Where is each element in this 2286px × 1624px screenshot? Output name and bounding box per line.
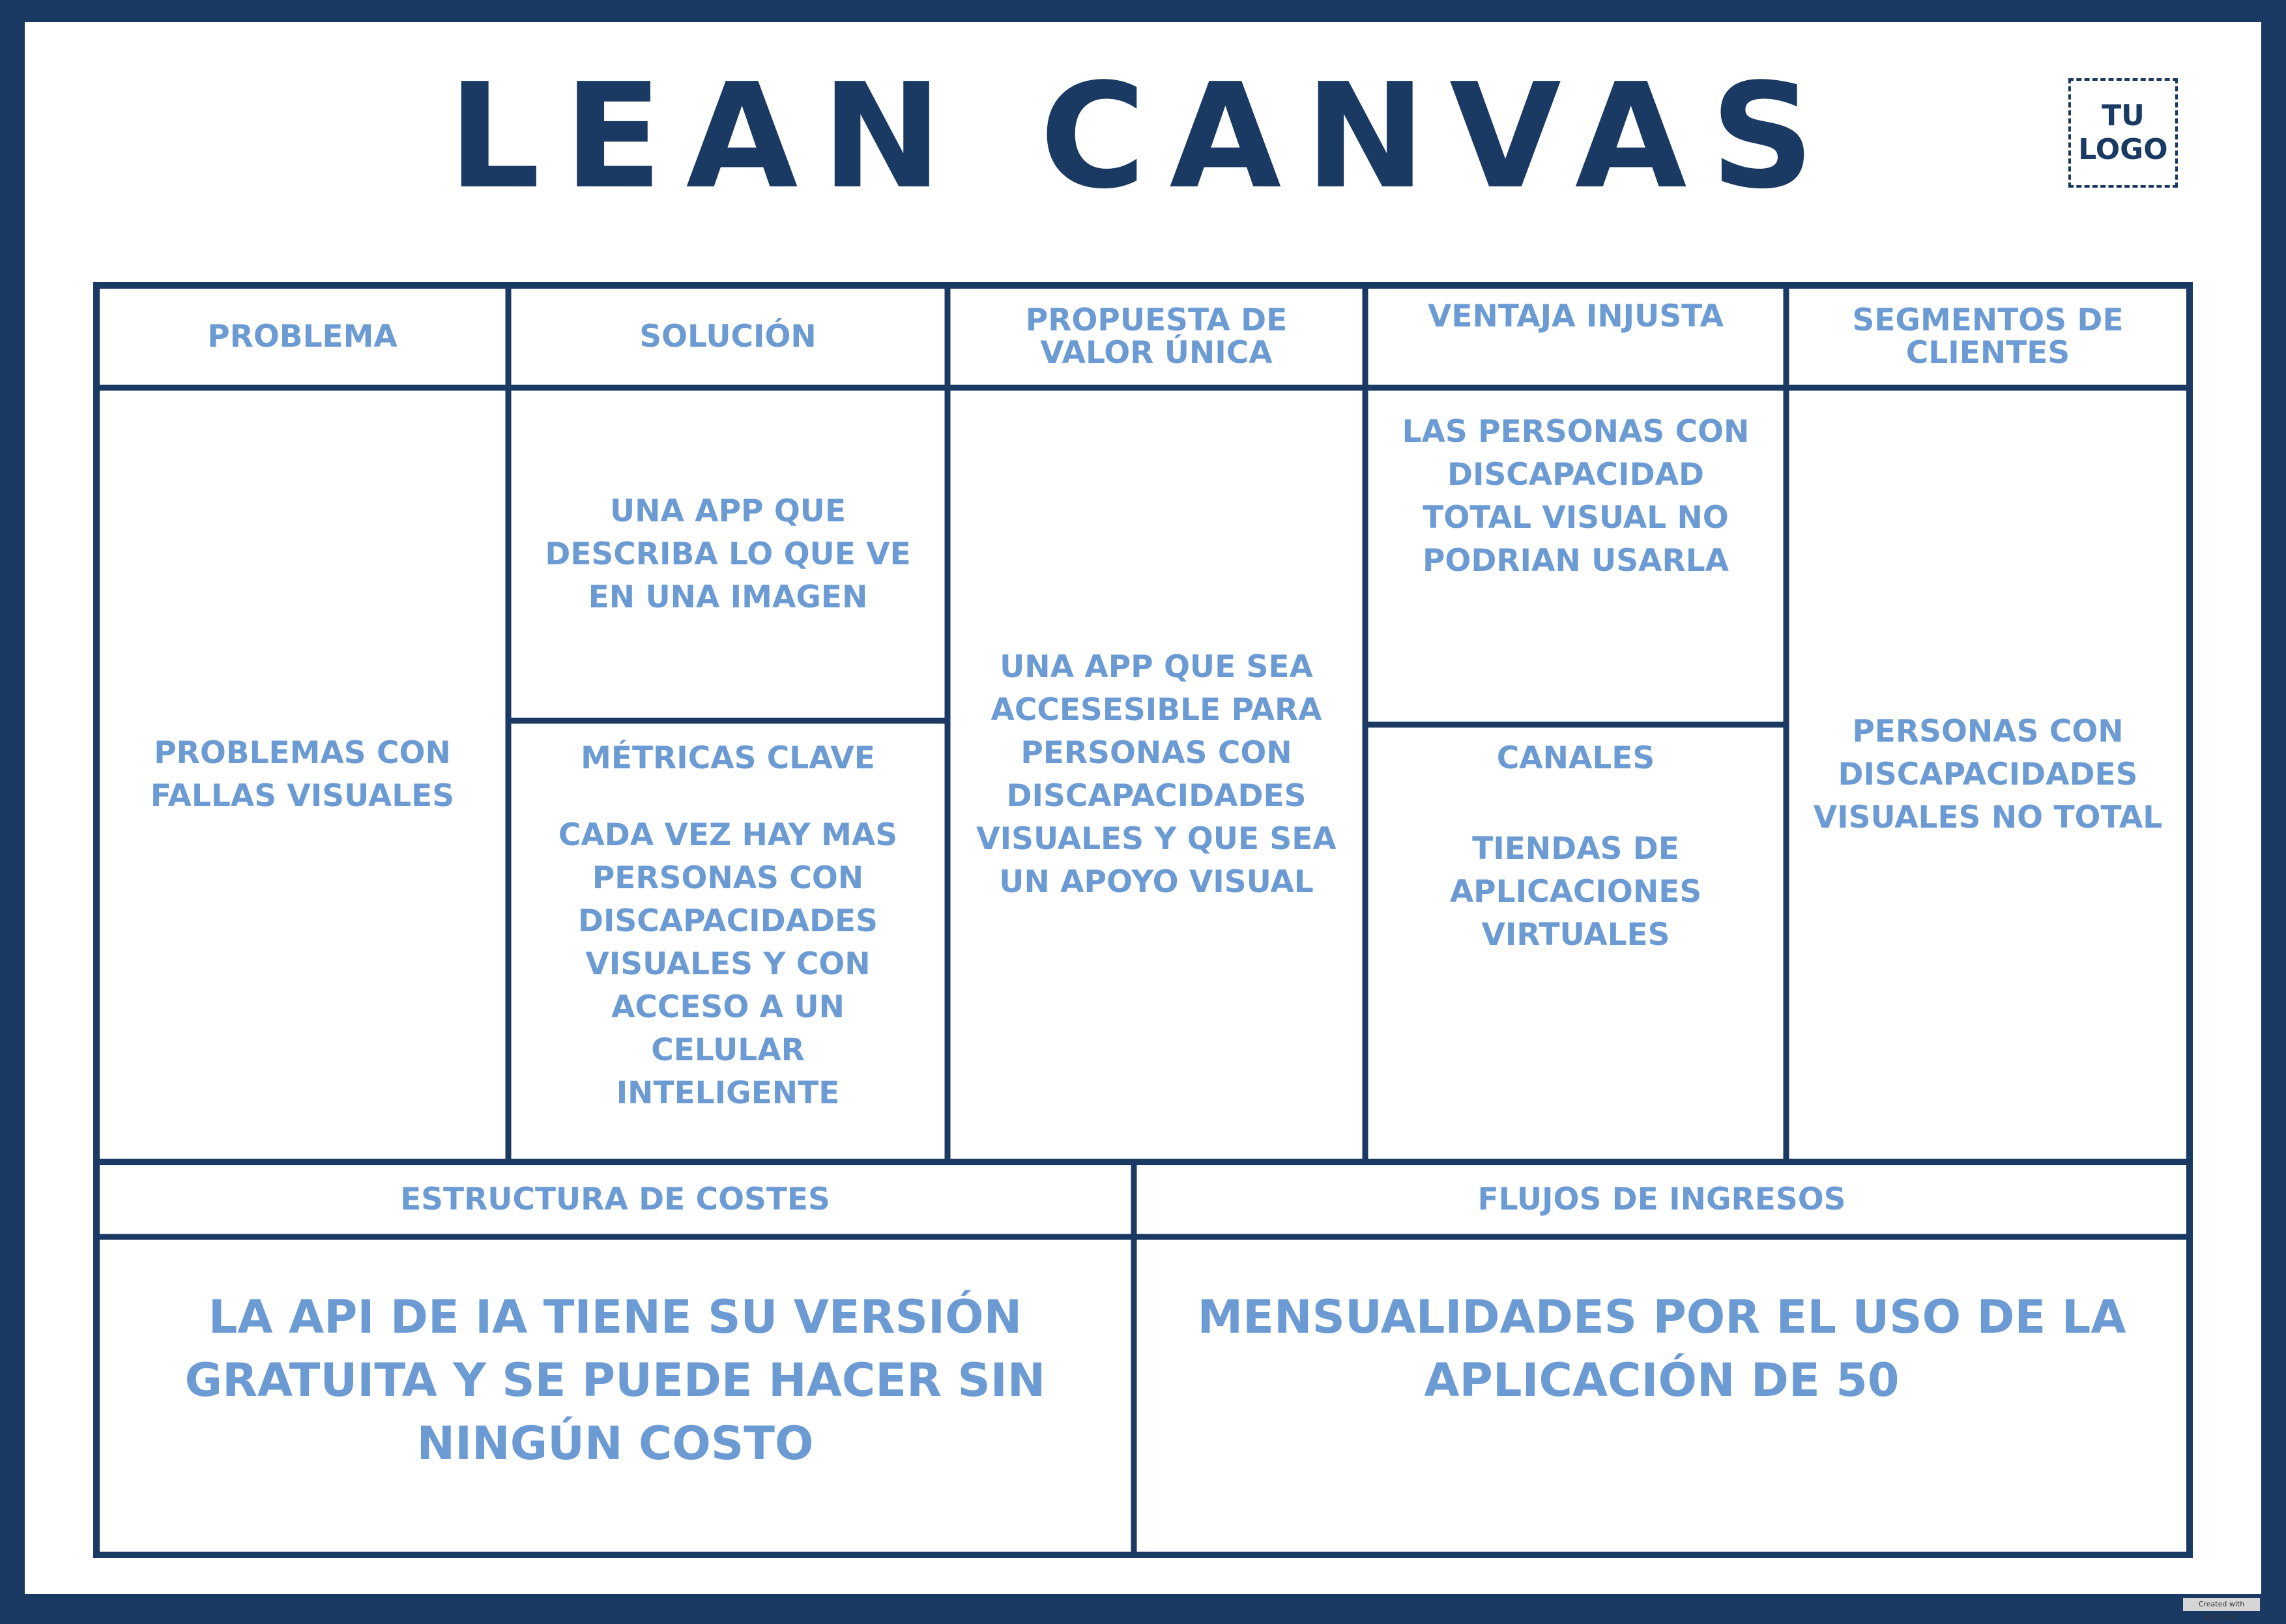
segmentos-header: SEGMENTOS DE CLIENTES [1852,302,2124,371]
ingresos-header: FLUJOS DE INGRESOS [1477,1181,1846,1217]
solucion-body: UNA APP QUE DESCRIBA LO QUE VE EN UNA IM… [545,493,911,615]
costes-body: LA API DE IA TIENE SU VERSIÓN GRATUITA Y… [184,1290,1046,1470]
propuesta-header: PROPUESTA DE VALOR ÚNICA [1025,302,1288,371]
segmentos-body: PERSONAS CON DISCAPACIDADES VISUALES NO … [1813,714,2163,835]
metricas-header: MÉTRICAS CLAVE [581,740,875,776]
problema-header: PROBLEMA [207,318,398,355]
page-title: LEAN CANVAS [448,53,1838,221]
watermark: Created with EDIT.org [2183,1598,2260,1621]
canales-body: TIENDAS DE APLICACIONES VIRTUALES [1449,831,1702,953]
propuesta-body: UNA APP QUE SEA ACCESESIBLE PARA PERSONA… [976,649,1337,900]
costes-header: ESTRUCTURA DE COSTES [400,1181,830,1217]
solucion-header: SOLUCIÓN [639,318,817,355]
ventaja-body: LAS PERSONAS CON DISCAPACIDAD TOTAL VISU… [1402,414,1750,579]
ventaja-header: VENTAJA INJUSTA [1428,298,1724,334]
logo-line-1: TU [2102,99,2145,132]
canales-header: CANALES [1496,740,1655,776]
logo-placeholder: TU LOGO [2068,78,2178,188]
problema-body: PROBLEMAS CON FALLAS VISUALES [150,735,455,814]
metricas-body: CADA VEZ HAY MAS PERSONAS CON DISCAPACID… [558,817,898,1111]
logo-line-2: LOGO [2078,133,2168,166]
ingresos-body: MENSUALIDADES POR EL USO DE LA APLICACIÓ… [1197,1290,2126,1407]
